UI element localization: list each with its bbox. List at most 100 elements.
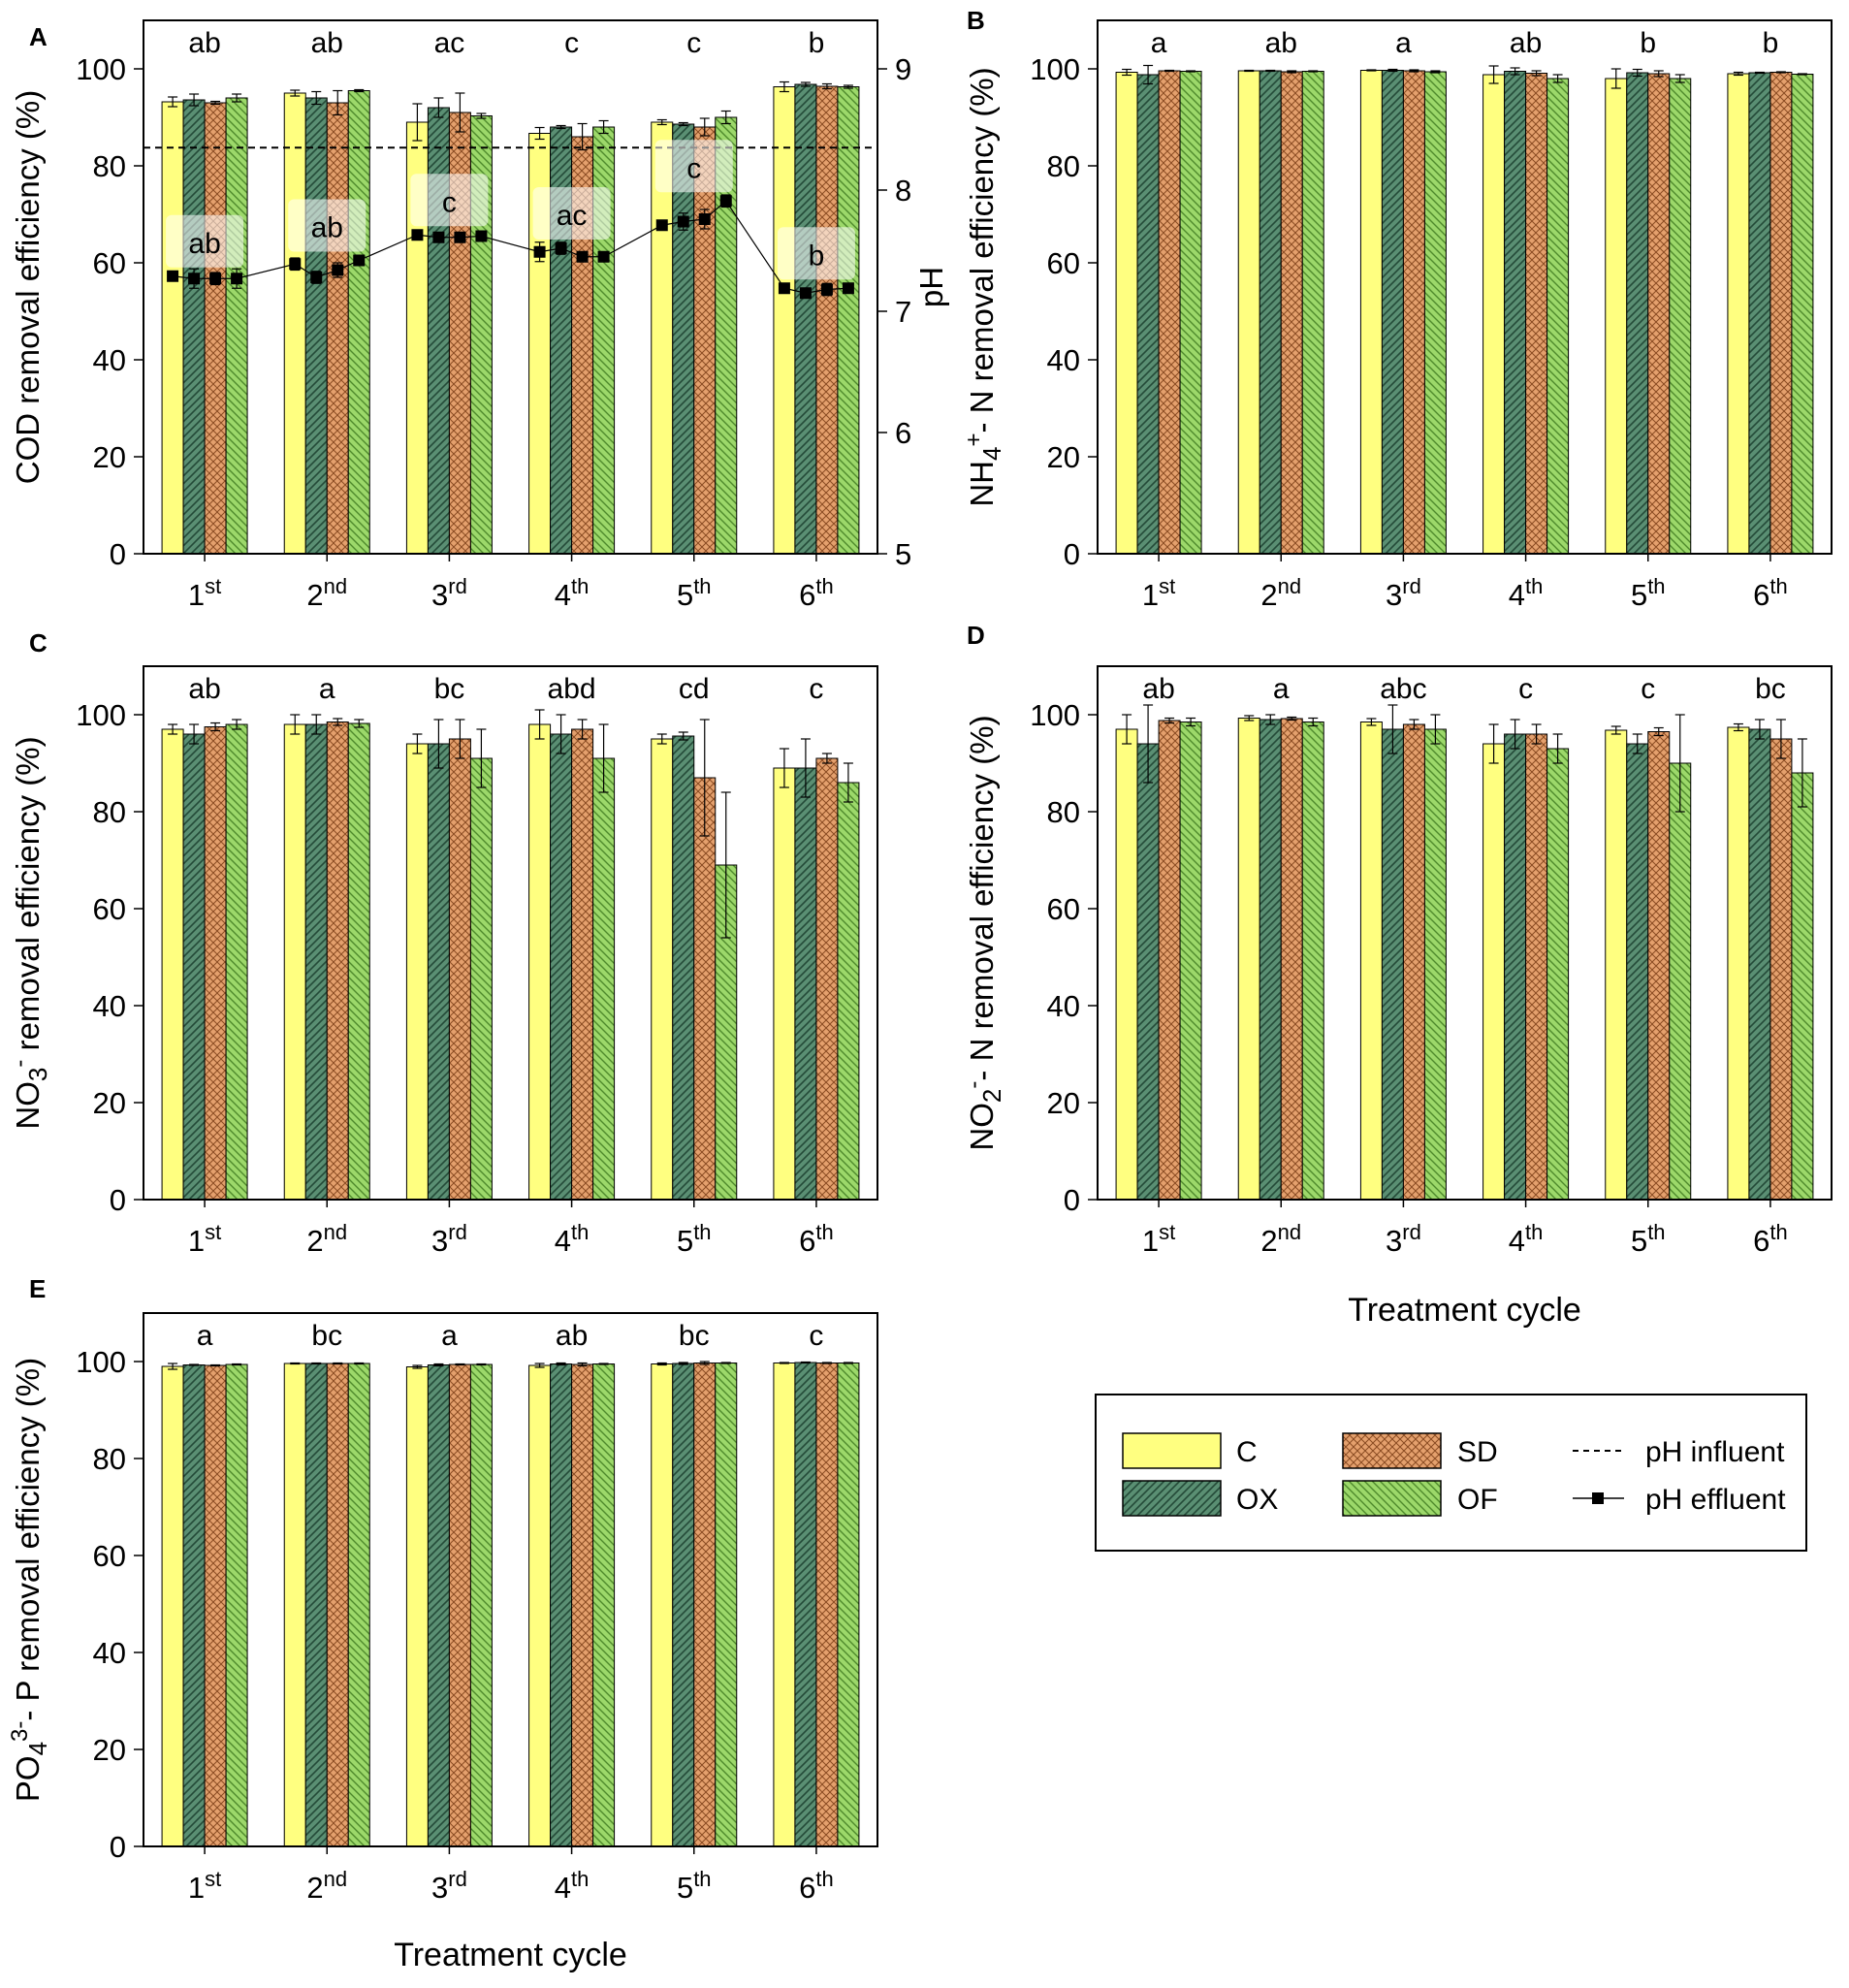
bar-of	[225, 723, 248, 1201]
y-tick-label: 20	[93, 1086, 126, 1120]
ph-effluent-point	[475, 230, 488, 242]
significance-letter: a	[197, 1320, 213, 1352]
panel-a-cod: A 0 20 40 60 80 100 COD removal efficiency (%) a…	[10, 19, 949, 612]
error-bar	[1143, 64, 1154, 85]
error-bar	[311, 1362, 322, 1365]
y-tick-label: 100	[1030, 698, 1080, 732]
bar-c	[773, 1363, 796, 1847]
x-tick-label: 6th	[799, 574, 834, 612]
error-bar	[354, 88, 365, 93]
error-bar	[1775, 71, 1786, 74]
error-bar	[1733, 71, 1743, 77]
bar-ox	[794, 83, 817, 555]
error-bar	[1775, 719, 1786, 759]
bar-c	[1482, 74, 1506, 555]
x-tick-label: 3rd	[1386, 574, 1421, 612]
bar-of	[225, 1363, 248, 1847]
error-bar	[290, 714, 301, 735]
error-bar	[210, 721, 221, 732]
error-bar	[1510, 719, 1520, 750]
bar-of	[1301, 721, 1324, 1201]
bar-of	[1301, 71, 1324, 555]
bar-c	[1727, 73, 1750, 555]
bar-of	[469, 757, 493, 1201]
bar-of	[1423, 71, 1447, 555]
ph-effluent-line	[173, 200, 848, 294]
bar-sd	[326, 1363, 349, 1847]
y2-tick-label: 9	[895, 52, 911, 86]
error-bar	[1674, 74, 1685, 83]
bar-sd	[693, 1363, 717, 1847]
x-tick-label: 4th	[1509, 1220, 1544, 1258]
bar-of	[1669, 762, 1692, 1201]
y-tick-label: 60	[93, 1539, 126, 1573]
ph-effluent-point	[677, 215, 689, 228]
ph-effluent-point	[799, 287, 812, 300]
significance-letter: a	[1273, 673, 1290, 705]
bar-c	[161, 1365, 184, 1847]
error-bar	[1387, 704, 1398, 754]
bar-of	[1546, 78, 1570, 555]
error-bar	[433, 719, 444, 769]
y-tick-label: 0	[110, 537, 126, 571]
y-axis-title: NO2-- N removal efficiency (%)	[961, 715, 1006, 1150]
error-bar	[720, 791, 731, 939]
bar-ox	[1748, 72, 1771, 555]
ph-effluent-point	[432, 231, 445, 243]
x-tick-label: 4th	[555, 1867, 590, 1905]
x-tick-label: 2nd	[1260, 574, 1301, 612]
error-bar	[1632, 733, 1642, 754]
error-bar	[1488, 723, 1499, 764]
error-bar	[1122, 68, 1132, 77]
bar-c	[1605, 729, 1628, 1201]
plot-frame	[143, 1312, 878, 1847]
bar-of	[1791, 772, 1814, 1201]
bar-c	[773, 767, 796, 1201]
error-bar	[1552, 74, 1563, 83]
x-tick-label: 2nd	[306, 574, 347, 612]
plot-frame	[143, 19, 878, 555]
bar-ox	[1748, 728, 1771, 1201]
bar-sd	[1280, 718, 1303, 1201]
ph-effluent-point	[209, 273, 222, 285]
error-bar	[1366, 69, 1377, 72]
bar-ox	[794, 767, 817, 1201]
bar-of	[469, 1363, 493, 1847]
bar-ox	[304, 723, 328, 1201]
error-bar	[821, 753, 832, 764]
error-bar	[433, 97, 444, 118]
error-bar	[720, 110, 731, 125]
bar-of	[837, 782, 860, 1201]
y-tick-label: 40	[93, 1636, 126, 1670]
bar-sd	[204, 1364, 227, 1847]
error-bar	[1308, 717, 1319, 727]
y-tick-label: 100	[1030, 52, 1080, 86]
y-tick-label: 100	[76, 52, 126, 86]
error-bar	[1754, 71, 1765, 75]
bar-of	[1423, 728, 1447, 1201]
plot-frame	[1097, 19, 1833, 555]
legend-label-ox: OX	[1236, 1484, 1278, 1516]
x-tick-label: 2nd	[1260, 1220, 1301, 1258]
x-tick-label: 5th	[1631, 1220, 1666, 1258]
significance-letter: b	[1763, 27, 1779, 59]
error-bar	[168, 1363, 178, 1370]
significance-letter: abc	[1380, 673, 1426, 705]
error-bar	[678, 121, 688, 127]
y-tick-label: 80	[93, 795, 126, 829]
error-bar	[843, 84, 853, 89]
y-axis-title: NH4+- N removal efficiency (%)	[961, 67, 1006, 506]
error-bar	[1186, 70, 1196, 73]
significance-letter: ab	[188, 673, 220, 705]
panel-letter: A	[29, 22, 48, 51]
error-bar	[1632, 68, 1642, 78]
ph-effluent-point	[167, 270, 179, 282]
significance-letter: ac	[434, 27, 465, 59]
bar-sd	[693, 777, 717, 1201]
error-bar	[1244, 715, 1255, 721]
error-bar	[1531, 723, 1542, 745]
bar-sd	[571, 728, 594, 1201]
legend-label-ph-effluent: pH effluent	[1645, 1484, 1786, 1516]
x-tick-label: 4th	[555, 1220, 590, 1258]
